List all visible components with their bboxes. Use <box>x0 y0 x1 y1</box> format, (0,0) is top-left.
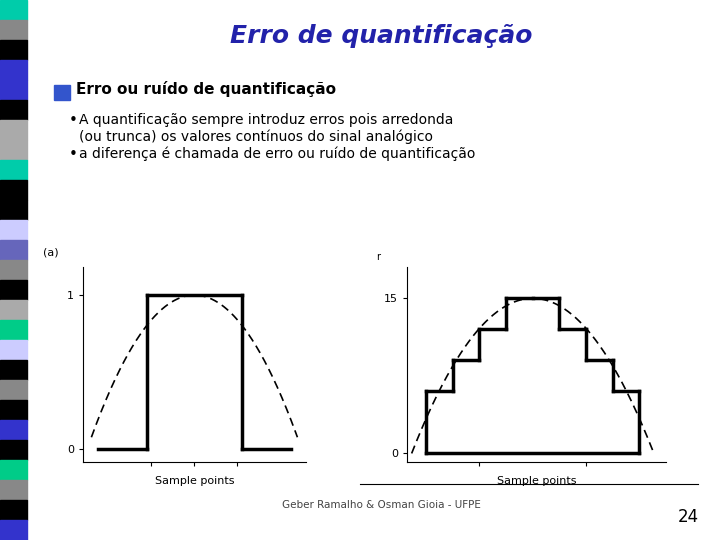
Text: Erro ou ruído de quantificação: Erro ou ruído de quantificação <box>76 81 336 97</box>
Text: (ou trunca) os valores contínuos do sinal analógico: (ou trunca) os valores contínuos do sina… <box>79 130 433 144</box>
Text: A quantificação sempre introduz erros pois arredonda: A quantificação sempre introduz erros po… <box>79 113 454 127</box>
Text: Erro de quantificação: Erro de quantificação <box>230 24 533 48</box>
Text: (a): (a) <box>42 248 58 258</box>
Text: a diferença é chamada de erro ou ruído de quantificação: a diferença é chamada de erro ou ruído d… <box>79 147 476 161</box>
Text: Geber Ramalho & Osman Gioia - UFPE: Geber Ramalho & Osman Gioia - UFPE <box>282 500 481 510</box>
X-axis label: Sample points: Sample points <box>155 476 234 487</box>
Text: 24: 24 <box>678 509 698 526</box>
Text: •: • <box>68 113 77 129</box>
X-axis label: Sample points: Sample points <box>497 476 576 487</box>
Text: r: r <box>376 252 379 262</box>
Text: •: • <box>68 147 77 162</box>
